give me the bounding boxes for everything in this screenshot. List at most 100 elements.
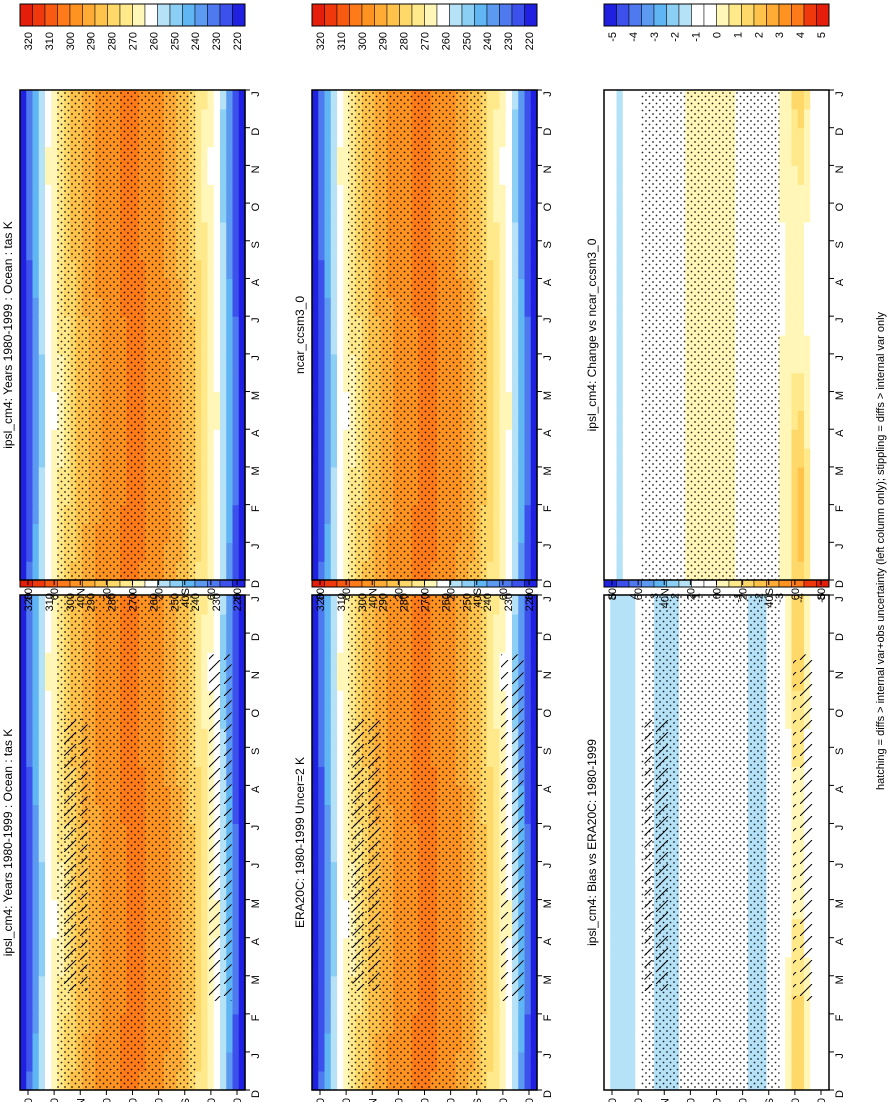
heatmap-cell [622, 690, 630, 710]
heatmap-cell [201, 429, 209, 449]
heatmap-cell [487, 297, 494, 317]
heatmap-cell [20, 203, 27, 223]
heatmap-cell [499, 429, 507, 449]
heatmap-cell [238, 975, 246, 996]
heatmap-cell [330, 429, 338, 449]
heatmap-cell [797, 633, 805, 653]
heatmap-cell [232, 1070, 240, 1091]
heatmap-cell [337, 595, 344, 615]
heatmap-cell [318, 747, 326, 767]
heatmap-cell [226, 372, 234, 393]
heatmap-cell [324, 108, 332, 129]
x-tick-label: A [834, 937, 846, 945]
heatmap-cell [207, 184, 215, 204]
heatmap-cell [499, 127, 507, 148]
colorbar-label: -5 [816, 593, 828, 603]
heatmap-cell [45, 429, 52, 449]
heatmap-cell [318, 410, 326, 430]
heatmap-cell [32, 994, 40, 1015]
heatmap-cell [518, 542, 526, 562]
heatmap-cell [512, 221, 519, 242]
heatmap-cell [220, 1013, 227, 1034]
heatmap-cell [330, 728, 338, 748]
heatmap-cell [318, 108, 326, 129]
heatmap-cell [195, 523, 202, 543]
heatmap-cell [616, 728, 624, 748]
heatmap-cell [220, 410, 227, 430]
hatch-overlay [60, 718, 88, 991]
heatmap-cell [343, 165, 351, 185]
heatmap-cell [610, 652, 618, 672]
heatmap-cell [512, 410, 519, 430]
heatmap-cell [238, 614, 246, 634]
heatmap-cell [213, 353, 221, 374]
heatmap-cell [312, 690, 319, 710]
heatmap-cell [207, 523, 215, 543]
heatmap-cell [51, 165, 59, 185]
heatmap-cell [26, 90, 34, 110]
heatmap-cell [220, 429, 227, 449]
heatmap-cell [487, 785, 494, 806]
heatmap-cell [226, 1051, 234, 1072]
heatmap-cell [32, 146, 40, 166]
heatmap-cell [45, 918, 52, 939]
heatmap-cell [51, 335, 59, 355]
heatmap-cell [20, 1070, 27, 1091]
heatmap-cell [530, 595, 538, 615]
heatmap-cell [487, 994, 494, 1015]
heatmap-cell [195, 861, 202, 882]
heatmap-cell [51, 504, 59, 525]
heatmap-cell [822, 842, 830, 863]
heatmap-cell [232, 652, 240, 672]
heatmap-cell [238, 823, 246, 844]
heatmap-cell [324, 1070, 332, 1091]
heatmap-cell [318, 335, 326, 355]
heatmap-cell [51, 747, 59, 767]
heatmap-cell [610, 671, 618, 691]
heatmap-cell [337, 372, 344, 393]
heatmap-cell [487, 335, 494, 355]
heatmap-cell [330, 335, 338, 355]
heatmap-cell [213, 203, 221, 223]
heatmap-cell [51, 1032, 59, 1053]
heatmap-cell [791, 614, 799, 634]
heatmap-cell [343, 785, 351, 806]
y-tick-label: 60 [790, 1098, 802, 1102]
heatmap-cell [779, 861, 786, 882]
heatmap-cell [238, 448, 246, 468]
heatmap-cell [232, 316, 240, 336]
heatmap-cell [505, 240, 513, 261]
heatmap-cell [238, 203, 246, 223]
heatmap-cell [232, 956, 240, 977]
heatmap-cell [493, 448, 501, 468]
heatmap-cell [816, 861, 824, 882]
x-tick-label: F [250, 505, 262, 512]
heatmap-cell [487, 391, 494, 411]
heatmap-cell [318, 804, 326, 825]
heatmap-cell [20, 165, 27, 185]
heatmap-cell [26, 240, 34, 261]
heatmap-cell [213, 316, 221, 336]
heatmap-cell [195, 994, 202, 1015]
heatmap-cell [343, 108, 351, 129]
heatmap-cell [38, 614, 46, 634]
heatmap-cell [324, 747, 332, 767]
heatmap-cell [530, 899, 538, 920]
heatmap-cell [343, 372, 351, 393]
heatmap-cell [232, 709, 240, 729]
colorbar-label: 0 [712, 593, 724, 599]
heatmap-cell [318, 785, 326, 806]
heatmap-cell [343, 1070, 351, 1091]
heatmap-cell [779, 842, 786, 863]
y-tick-label: 20 [154, 588, 166, 600]
heatmap-cell [26, 614, 34, 634]
heatmap-cell [487, 918, 494, 939]
heatmap-cell [324, 1032, 332, 1053]
heatmap-cell [38, 372, 46, 393]
heatmap-cell [195, 1013, 202, 1034]
heatmap-cell [38, 485, 46, 506]
heatmap-cell [512, 184, 519, 204]
heatmap-cell [238, 937, 246, 958]
heatmap-cell [232, 1032, 240, 1053]
heatmap-cell [312, 485, 319, 506]
